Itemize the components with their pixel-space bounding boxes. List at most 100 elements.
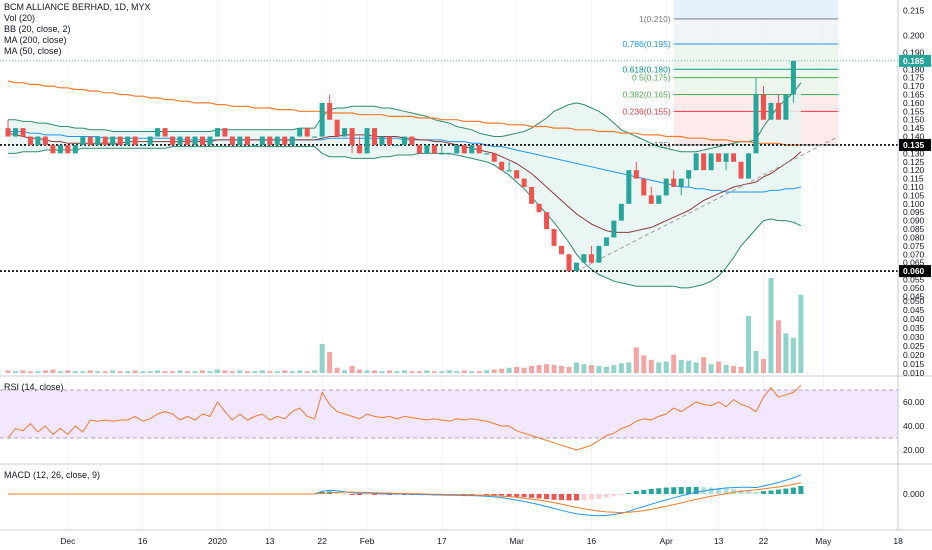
candle[interactable] <box>372 128 378 145</box>
candle[interactable] <box>229 136 235 145</box>
candle[interactable] <box>289 136 295 145</box>
candle[interactable] <box>50 144 56 154</box>
candle[interactable] <box>514 170 520 179</box>
candle[interactable] <box>476 144 482 154</box>
candle[interactable] <box>319 102 325 137</box>
candle[interactable] <box>551 229 557 246</box>
candle[interactable] <box>132 136 138 145</box>
rsi-label[interactable]: RSI (14, close) <box>4 382 64 392</box>
candle[interactable] <box>760 94 766 120</box>
candle[interactable] <box>753 94 759 154</box>
candle[interactable] <box>559 245 565 255</box>
candle[interactable] <box>155 128 161 137</box>
candle[interactable] <box>783 94 789 120</box>
candle[interactable] <box>618 203 624 221</box>
candle[interactable] <box>499 161 505 171</box>
candle[interactable] <box>686 170 692 179</box>
candle[interactable] <box>626 170 632 204</box>
macd-line[interactable] <box>8 474 802 517</box>
macd-label[interactable]: MACD (12, 26, close, 9) <box>4 470 101 480</box>
candle[interactable] <box>663 178 669 196</box>
candle[interactable] <box>581 254 587 263</box>
candle[interactable] <box>282 136 288 145</box>
trendline[interactable] <box>576 136 839 272</box>
candle[interactable] <box>678 178 684 187</box>
candle[interactable] <box>252 144 258 147</box>
candle[interactable] <box>566 254 572 272</box>
candle[interactable] <box>775 102 781 120</box>
rsi-line[interactable] <box>7 384 802 451</box>
candle[interactable] <box>140 144 146 147</box>
bollinger-upper-line[interactable] <box>8 82 802 153</box>
candle[interactable] <box>454 144 460 154</box>
candle[interactable] <box>87 136 93 145</box>
candle[interactable] <box>207 136 213 145</box>
candle[interactable] <box>379 136 385 145</box>
time-axis[interactable]: Dec1620201322Feb17Mar16Apr1322May18Jun <box>60 536 932 546</box>
candle[interactable] <box>506 170 512 172</box>
candle[interactable] <box>611 220 617 238</box>
candle[interactable] <box>401 136 407 145</box>
candle[interactable] <box>588 254 594 263</box>
candle[interactable] <box>671 178 677 187</box>
candle[interactable] <box>102 136 108 145</box>
candle[interactable] <box>334 119 340 137</box>
candle[interactable] <box>117 136 123 145</box>
candle[interactable] <box>446 153 452 155</box>
candle[interactable] <box>394 144 400 147</box>
candle[interactable] <box>349 128 355 145</box>
rsi-pane[interactable] <box>0 384 898 451</box>
price-pane[interactable]: 1(0.210) 0.786(0.195) 0.618(0.180)0.5(0.17… <box>0 0 932 530</box>
candle[interactable] <box>110 136 116 145</box>
ma200-line[interactable] <box>7 80 801 146</box>
candle[interactable] <box>185 136 191 145</box>
candle[interactable] <box>259 136 265 145</box>
candle[interactable] <box>708 153 714 171</box>
candle[interactable] <box>386 136 392 145</box>
candle[interactable] <box>214 128 220 137</box>
candle[interactable] <box>746 153 752 179</box>
candle[interactable] <box>162 128 168 137</box>
candle[interactable] <box>342 128 348 137</box>
candle[interactable] <box>693 153 699 171</box>
candle[interactable] <box>177 136 183 145</box>
candle[interactable] <box>529 187 535 204</box>
candle[interactable] <box>12 128 18 137</box>
candle[interactable] <box>20 128 26 137</box>
candle[interactable] <box>641 178 647 196</box>
candle[interactable] <box>738 161 744 179</box>
candle[interactable] <box>35 136 41 145</box>
legend-ma50[interactable]: MA (50, close) <box>4 46 62 56</box>
candle[interactable] <box>42 136 48 145</box>
candle[interactable] <box>409 136 415 145</box>
candle[interactable] <box>544 212 550 230</box>
candle[interactable] <box>274 136 280 145</box>
candle[interactable] <box>267 136 273 145</box>
candle[interactable] <box>648 195 654 204</box>
candle[interactable] <box>716 153 722 162</box>
legend-ma200[interactable]: MA (200, close) <box>4 35 67 45</box>
candle[interactable] <box>723 153 729 162</box>
candle[interactable] <box>222 128 228 137</box>
price-axis[interactable]: 0.215 0.200 0.190 0.1800.1750.1700.1650.160… <box>0 0 932 531</box>
candle[interactable] <box>491 153 497 162</box>
candle[interactable] <box>304 128 310 137</box>
candle[interactable] <box>199 136 205 145</box>
candle[interactable] <box>424 144 430 154</box>
candle[interactable] <box>603 237 609 246</box>
candle[interactable] <box>170 136 176 145</box>
candle[interactable] <box>790 60 796 95</box>
candle[interactable] <box>364 128 370 154</box>
candle[interactable] <box>461 144 467 154</box>
legend-bb[interactable]: BB (20, close, 2) <box>4 24 71 34</box>
candle[interactable] <box>27 136 33 145</box>
candle[interactable] <box>192 136 198 145</box>
candle[interactable] <box>573 262 579 272</box>
candle[interactable] <box>312 136 318 138</box>
candle[interactable] <box>244 136 250 145</box>
candle[interactable] <box>80 136 86 145</box>
candle[interactable] <box>596 245 602 263</box>
candle[interactable] <box>147 136 153 145</box>
candle[interactable] <box>536 203 542 213</box>
